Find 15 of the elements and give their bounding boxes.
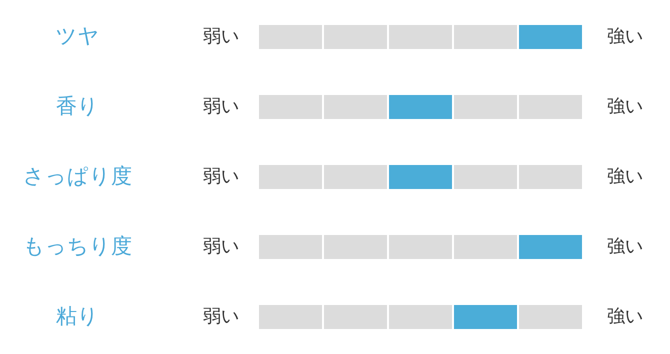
text: 弱い bbox=[203, 26, 239, 47]
text: 弱い bbox=[203, 166, 239, 187]
y2-tick-label: 強い bbox=[607, 26, 643, 47]
y-tick-label: 香り bbox=[56, 94, 99, 118]
y-tick-label: ツヤ bbox=[56, 24, 100, 48]
y2-tick-label: 強い bbox=[607, 166, 643, 187]
text: 弱い bbox=[203, 236, 239, 257]
text: 弱い bbox=[203, 96, 239, 117]
y2-tick-label: 強い bbox=[607, 236, 643, 257]
y-tick-label: さっぱり度 bbox=[23, 164, 132, 188]
y2-tick-label: 強い bbox=[607, 306, 643, 327]
y-tick-label: もっちり度 bbox=[23, 234, 132, 258]
y2-tick-label: 強い bbox=[607, 96, 643, 117]
y-tick-label: 粘り bbox=[56, 304, 99, 328]
text: 弱い bbox=[203, 306, 239, 327]
